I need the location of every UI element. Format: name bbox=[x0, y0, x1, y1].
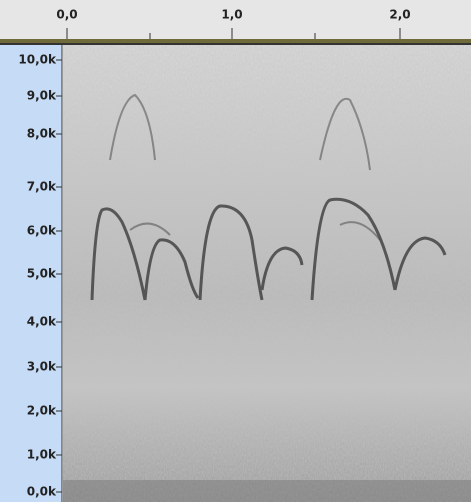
track-separator bbox=[0, 39, 471, 43]
frequency-label: 6,0k bbox=[27, 224, 57, 238]
frequency-label: 10,0k bbox=[18, 53, 57, 67]
frequency-label: 5,0k bbox=[27, 267, 57, 281]
frequency-label: 0,0k bbox=[27, 485, 57, 499]
frequency-label: 2,0k bbox=[27, 404, 57, 418]
time-label: 2,0 bbox=[389, 8, 410, 22]
frequency-label: 7,0k bbox=[27, 180, 57, 194]
frequency-label: 4,0k bbox=[27, 315, 57, 329]
track-border bbox=[0, 43, 471, 45]
spectrogram bbox=[63, 45, 471, 502]
frequency-label: 3,0k bbox=[27, 360, 57, 374]
timeline-ruler[interactable] bbox=[0, 0, 471, 40]
frequency-label: 8,0k bbox=[27, 127, 57, 141]
frequency-label: 9,0k bbox=[27, 89, 57, 103]
frequency-label: 1,0k bbox=[27, 448, 57, 462]
frequency-axis-panel bbox=[0, 45, 62, 502]
ruler-ticks bbox=[66, 28, 401, 40]
time-label: 0,0 bbox=[56, 8, 77, 22]
time-label: 1,0 bbox=[221, 8, 242, 22]
